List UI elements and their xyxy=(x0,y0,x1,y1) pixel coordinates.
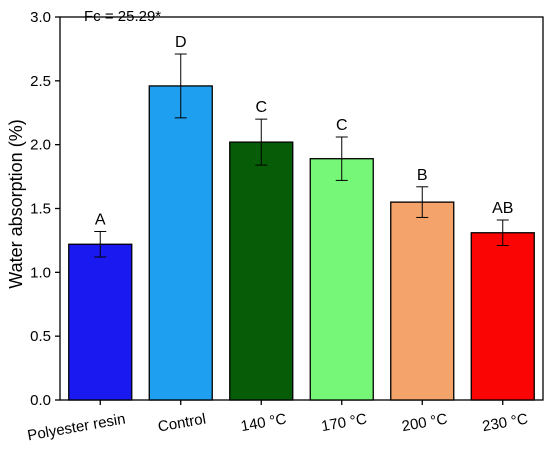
y-axis-label: Water absorption (%) xyxy=(6,119,26,288)
y-tick-label: 2.5 xyxy=(30,73,51,90)
significance-letter: C xyxy=(255,99,267,116)
bar-6 xyxy=(470,232,535,401)
x-tick-label: 170 °C xyxy=(320,410,368,435)
x-tick-label: Polyester resin xyxy=(26,410,127,444)
bar-3 xyxy=(229,141,294,401)
y-tick-label: 3.0 xyxy=(30,9,51,26)
bar-5 xyxy=(390,201,455,401)
x-tick-label: Control xyxy=(157,410,208,435)
bar-4 xyxy=(309,158,374,401)
significance-letter: D xyxy=(175,34,187,51)
f-statistic-annotation: Fc = 25.29* xyxy=(84,8,161,25)
x-tick-label: 140 °C xyxy=(239,410,287,435)
x-tick-label: 200 °C xyxy=(400,410,448,435)
bar-1 xyxy=(68,243,133,401)
significance-letter: B xyxy=(417,167,428,184)
plot-area: 0.0 0.5 1.0 1.5 2.0 2.5 3.0 A Polyester resin D Co… xyxy=(26,9,544,444)
y-tick-label: 2.0 xyxy=(30,137,51,154)
y-tick-label: 1.5 xyxy=(30,201,51,218)
bar-2 xyxy=(148,85,213,401)
significance-letter: A xyxy=(95,211,106,228)
y-tick-label: 1.0 xyxy=(30,264,51,281)
y-tick-label: 0.0 xyxy=(30,392,51,409)
y-tick-label: 0.5 xyxy=(30,328,51,345)
x-tick-label: 230 °C xyxy=(481,410,529,435)
significance-letter: AB xyxy=(492,200,513,217)
significance-letter: C xyxy=(336,117,348,134)
plot-frame xyxy=(59,16,544,401)
